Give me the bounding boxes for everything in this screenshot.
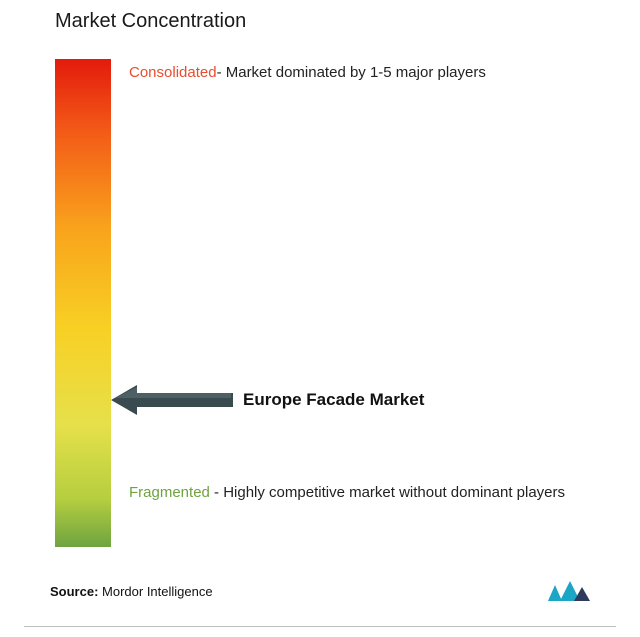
market-name: Europe Facade Market [243, 390, 424, 410]
market-pointer: Europe Facade Market [111, 383, 424, 417]
source-label: Source: [50, 584, 98, 599]
arrow-icon [111, 383, 235, 417]
concentration-gradient-bar [55, 59, 111, 547]
source-value: Mordor Intelligence [102, 584, 213, 599]
source-text: Source: Mordor Intelligence [50, 584, 213, 599]
consolidated-label: Consolidated [129, 64, 217, 81]
concentration-diagram: Consolidated- Market dominated by 1-5 ma… [55, 59, 585, 549]
consolidated-description: - Market dominated by 1-5 major players [217, 64, 486, 81]
fragmented-description: - Highly competitive market without domi… [210, 484, 565, 501]
fragmented-label: Fragmented [129, 484, 210, 501]
divider [24, 626, 616, 627]
consolidated-annotation: Consolidated- Market dominated by 1-5 ma… [129, 61, 585, 84]
fragmented-annotation: Fragmented - Highly competitive market w… [129, 481, 585, 504]
mordor-logo-icon [546, 579, 590, 603]
source-row: Source: Mordor Intelligence [50, 579, 590, 603]
annotations-area: Consolidated- Market dominated by 1-5 ma… [111, 59, 585, 549]
chart-title: Market Concentration [55, 10, 585, 33]
